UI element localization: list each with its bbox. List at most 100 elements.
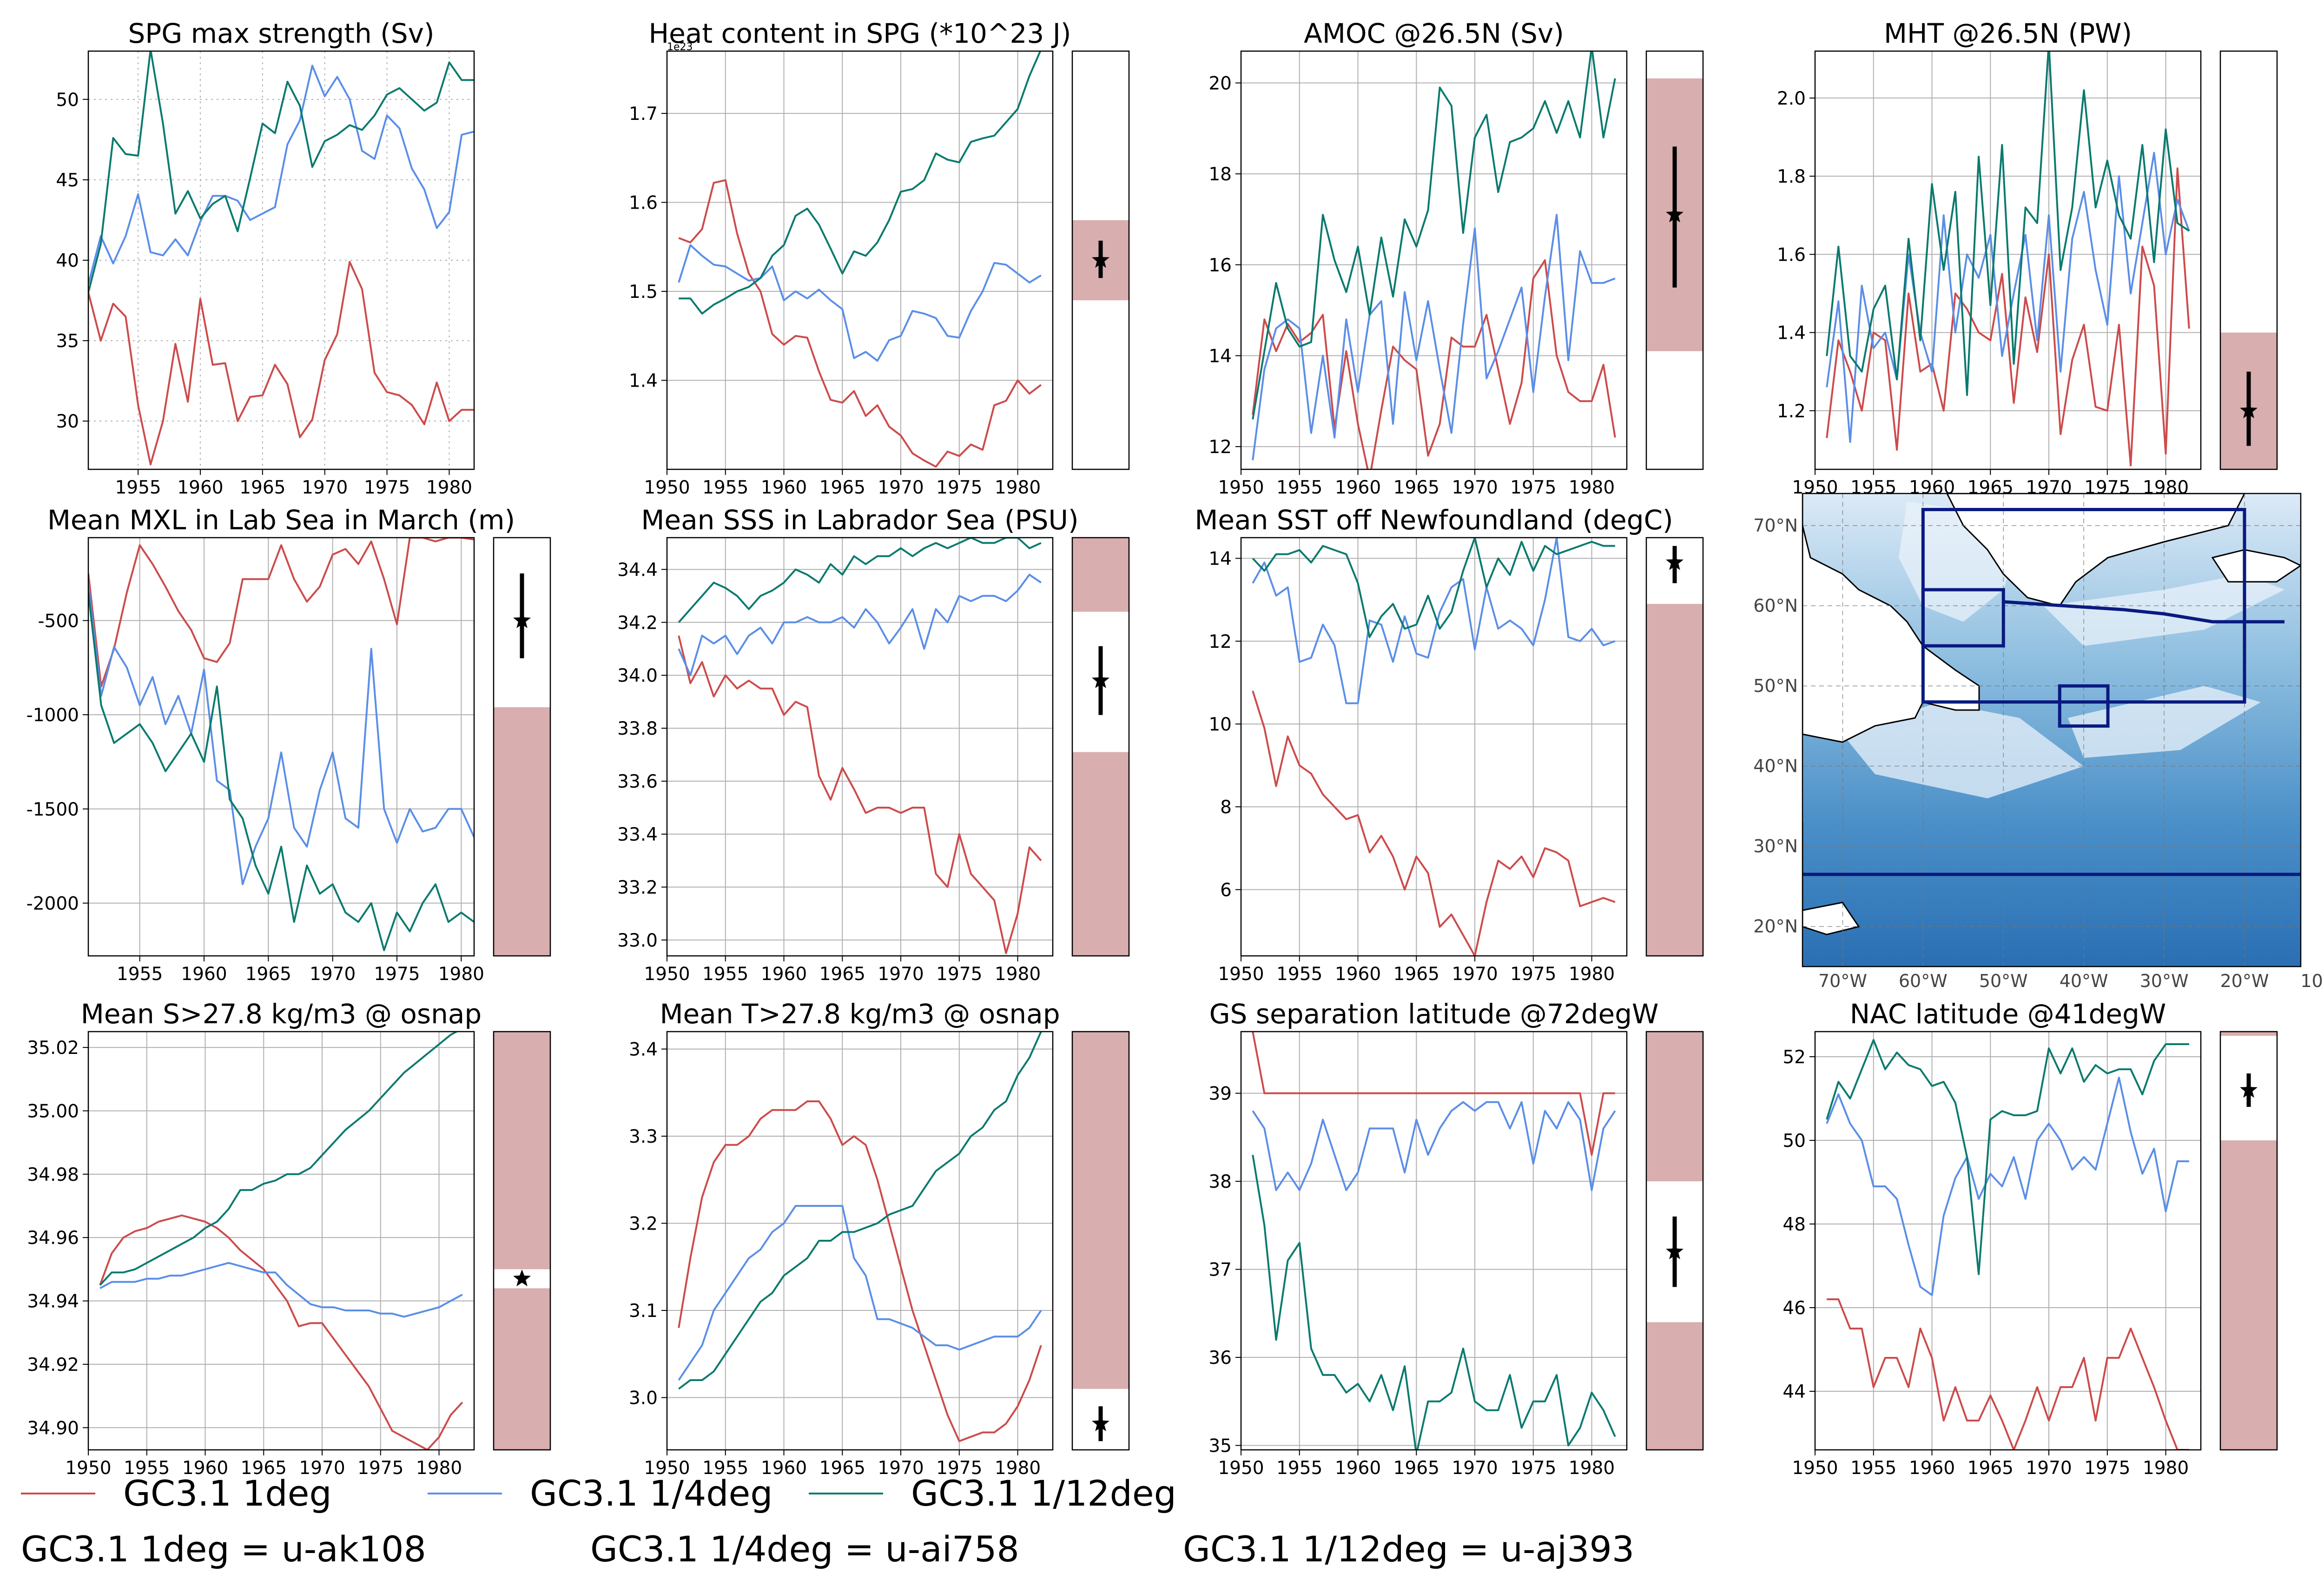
y-tick-label: 30 [56, 411, 79, 432]
y-tick-label: 35.00 [27, 1101, 79, 1122]
y-tick-label: 45 [56, 170, 79, 191]
series-line-1deg [88, 261, 474, 466]
x-tick-label: 1970 [299, 1458, 345, 1479]
series-line-1deg [88, 538, 474, 688]
x-tick-label: 1980 [995, 964, 1041, 985]
y-tick-label: -1500 [26, 799, 79, 820]
y-tick-label: 3.1 [629, 1301, 658, 1322]
x-tick-label: 1955 [1276, 1458, 1322, 1479]
x-tick-label: 1970 [1452, 1458, 1498, 1479]
x-tick-label: 1960 [177, 477, 223, 498]
x-tick-label: 1965 [1393, 477, 1439, 498]
y-tick-label: 1.7 [629, 104, 658, 125]
y-tick-label: 46 [1783, 1298, 1806, 1319]
y-tick-label: 34.96 [27, 1228, 79, 1249]
osnap-section-line [2003, 600, 2284, 624]
plot-frame [1240, 1031, 1628, 1451]
series-line-twelfthdeg [88, 592, 474, 951]
x-tick-label: 1975 [936, 1458, 982, 1479]
model-range-band-upper [1646, 1032, 1703, 1182]
obs-star-marker [1666, 553, 1684, 570]
y-tick-label: 48 [1783, 1214, 1806, 1235]
y-tick-label: 34.90 [27, 1418, 79, 1439]
band-frame [1071, 50, 1130, 470]
x-tick-label: 1965 [819, 1458, 865, 1479]
x-tick-label: 1965 [239, 477, 285, 498]
y-tick-label: 34.98 [27, 1165, 79, 1185]
y-tick-label: 52 [1783, 1047, 1806, 1068]
obs-star-marker [1666, 205, 1684, 223]
footer-run-1deg: GC3.1 1deg = u-ak108 [21, 1528, 426, 1570]
x-tick-label: 1965 [819, 477, 865, 498]
x-tick-label: 1965 [241, 1458, 287, 1479]
model-range-band [1646, 1322, 1703, 1450]
obs-band-column [1071, 537, 1130, 957]
y-tick-label: 1.6 [1777, 244, 1806, 265]
y-tick-label: 1.2 [1777, 401, 1806, 422]
x-tick-label: 1970 [878, 477, 924, 498]
y-tick-label: 35.02 [27, 1038, 79, 1059]
y-tick-label: 1.8 [1777, 166, 1806, 187]
series-line-1deg [1252, 691, 1616, 956]
plot-frame [87, 537, 475, 957]
y-tick-label: 44 [1783, 1382, 1806, 1402]
chart-panel: 1950 1955 1960 1965 1970 1975 1980 34.90 34.92 34… [27, 998, 551, 1479]
y-tick-label: 14 [1208, 346, 1232, 367]
plot-frame [666, 537, 1054, 957]
x-tick-label: 1960 [1335, 964, 1381, 985]
obs-star-marker [2240, 1081, 2258, 1098]
x-tick-label: 1975 [2084, 1458, 2130, 1479]
y-tick-label: 18 [1208, 164, 1232, 185]
x-tick-label: 1980 [995, 1458, 1041, 1479]
x-tick-label: 1980 [1569, 477, 1615, 498]
y-tick-label: 33.6 [617, 771, 658, 792]
obs-band-column [2219, 50, 2278, 470]
y-tick-label: 35 [1208, 1436, 1232, 1457]
x-tick-label: 1975 [936, 477, 982, 498]
footer-run-quarterdeg: GC3.1 1/4deg = u-ai758 [590, 1528, 1019, 1570]
map-lon-label: 40°W [2060, 971, 2108, 991]
chart-panel: 1950 1955 1960 1965 1970 1975 1980 1.4 1.5 1.6 1.7… [629, 18, 1130, 498]
series-line-quarterdeg [1826, 151, 2190, 443]
x-tick-label: 1960 [761, 1458, 807, 1479]
series-line-1deg [678, 179, 1042, 468]
y-tick-label: 34.94 [27, 1291, 79, 1312]
x-tick-label: 1975 [1510, 964, 1556, 985]
x-tick-label: 1980 [1569, 964, 1615, 985]
series-line-1deg [678, 1100, 1042, 1442]
y-tick-label: 1.4 [1777, 323, 1806, 344]
x-tick-label: 1960 [181, 964, 227, 985]
series-line-twelfthdeg [1826, 51, 2190, 396]
x-tick-label: 1980 [416, 1458, 462, 1479]
map-lat-label: 30°N [1753, 836, 1798, 856]
map-lon-label: 20°W [2220, 971, 2269, 991]
panel-title: AMOC @26.5N (Sv) [1304, 18, 1564, 49]
y-tick-label: 37 [1208, 1260, 1232, 1281]
map-lat-label: 20°N [1753, 916, 1798, 937]
y-tick-label: 33.0 [617, 930, 658, 951]
obs-star-marker [1092, 671, 1109, 688]
series-line-quarterdeg [1252, 1101, 1616, 1191]
band-frame [1645, 50, 1704, 470]
y-tick-label: 33.2 [617, 877, 658, 898]
y-tick-label: 8 [1220, 797, 1232, 818]
y-tick-label: 34.2 [617, 612, 658, 633]
series-line-quarterdeg [88, 65, 474, 285]
model-range-band [1646, 604, 1703, 956]
x-tick-label: 1965 [1393, 964, 1439, 985]
land-mass [1802, 822, 1860, 935]
x-tick-label: 1970 [1452, 477, 1498, 498]
plot-frame [1240, 537, 1628, 957]
y-tick-label: 34.4 [617, 559, 658, 580]
y-tick-label: 1.6 [629, 193, 658, 214]
x-tick-label: 1965 [819, 964, 865, 985]
map-lon-label: 70°W [1818, 971, 1867, 991]
land-mass [1802, 494, 1980, 743]
x-tick-label: 1975 [936, 964, 982, 985]
series-line-1deg [1827, 1298, 2189, 1450]
x-tick-label: 1980 [1569, 1458, 1615, 1479]
chart-panel: 1955 1960 1965 1970 1975 1980 30 35 40 45 50 SPG ma… [56, 18, 475, 498]
x-tick-label: 1955 [117, 964, 163, 985]
panel-title: SPG max strength (Sv) [128, 18, 434, 49]
panel-title: Mean S>27.8 kg/m3 @ osnap [81, 998, 482, 1030]
